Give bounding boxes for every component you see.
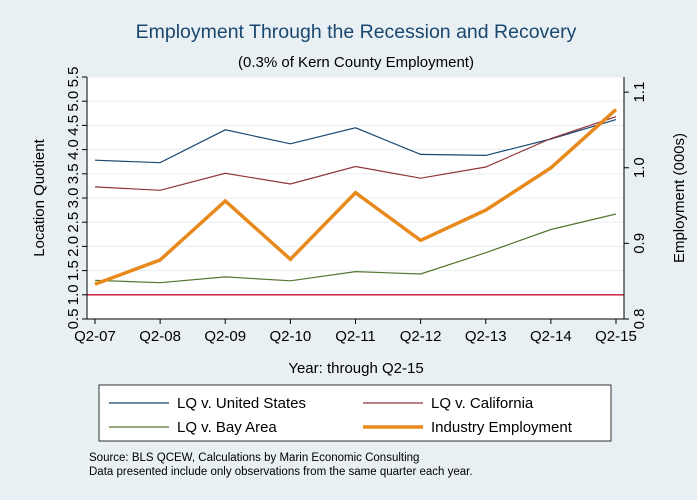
- source-note-line-1: Source: BLS QCEW, Calculations by Marin …: [89, 452, 419, 464]
- y-left-tick-label: 3.0: [65, 188, 82, 209]
- series-line-lq-v-united-states: [94, 119, 617, 164]
- y-right-tick-label: 1.1: [631, 82, 648, 103]
- x-tick-label: Q2-09: [204, 328, 246, 345]
- series-line-industry-employment: [94, 108, 618, 286]
- chart-subtitle: (0.3% of Kern County Employment): [238, 54, 474, 71]
- y-left-tick-label: 5.5: [65, 67, 82, 88]
- y-right-tick-label: 0.8: [631, 309, 648, 330]
- legend-items: LQ v. United States LQ v. California LQ v.…: [109, 395, 573, 436]
- legend: LQ v. United States LQ v. California LQ v.…: [98, 384, 612, 442]
- y-left-tick-label: 1.5: [65, 260, 82, 281]
- x-tick-label: Q2-07: [74, 328, 116, 345]
- source-note-line-2: Data presented include only observations…: [89, 466, 473, 478]
- y-axis-right-label: Employment (000s): [671, 133, 688, 263]
- series-line-lq-v-bay-area: [94, 213, 617, 284]
- x-tick-label: Q2-11: [335, 328, 376, 345]
- y-axis-right-ticks: 0.8 0.9 1.0 1.1: [624, 82, 648, 330]
- legend-box: [98, 384, 612, 442]
- chart-title: Employment Through the Recession and Rec…: [136, 21, 577, 43]
- x-tick-label: Q2-15: [595, 328, 637, 345]
- x-tick-label: Q2-10: [270, 328, 312, 345]
- gridlines: [87, 76, 624, 272]
- x-axis-ticks: Q2-07 Q2-08 Q2-09 Q2-10 Q2-11 Q2-12 Q2-13 Q2-14…: [74, 319, 637, 345]
- y-left-tick-label: 3.5: [65, 163, 82, 184]
- y-left-tick-label: 2.0: [65, 236, 82, 257]
- series-layer: [94, 108, 618, 286]
- y-left-tick-label: 1.0: [65, 284, 82, 305]
- series-line-lq-v-california: [94, 116, 617, 191]
- legend-label-lq-v-united-states: LQ v. United States: [177, 395, 306, 412]
- y-right-tick-label: 1.0: [631, 157, 648, 178]
- y-axis-left-label: Location Quotient: [31, 138, 48, 256]
- y-left-tick-label: 4.5: [65, 115, 82, 136]
- y-axis-left-ticks: 0.5 1.0 1.5 2.0 2.5 3.0 3.5 4.0 4.5 5.0 5.5: [65, 67, 87, 330]
- y-right-tick-label: 0.9: [631, 233, 648, 254]
- x-tick-label: Q2-13: [465, 328, 507, 345]
- y-left-tick-label: 0.5: [65, 309, 82, 330]
- x-tick-label: Q2-12: [400, 328, 442, 345]
- y-left-tick-label: 2.5: [65, 212, 82, 233]
- legend-label-industry-employment: Industry Employment: [431, 419, 573, 436]
- x-tick-label: Q2-08: [139, 328, 181, 345]
- x-tick-label: Q2-14: [530, 328, 572, 345]
- y-left-tick-label: 5.0: [65, 91, 82, 112]
- y-left-tick-label: 4.0: [65, 139, 82, 160]
- legend-label-lq-v-california: LQ v. California: [431, 395, 534, 412]
- x-axis-label: Year: through Q2-15: [288, 360, 423, 377]
- legend-label-lq-v-bay-area: LQ v. Bay Area: [177, 419, 277, 436]
